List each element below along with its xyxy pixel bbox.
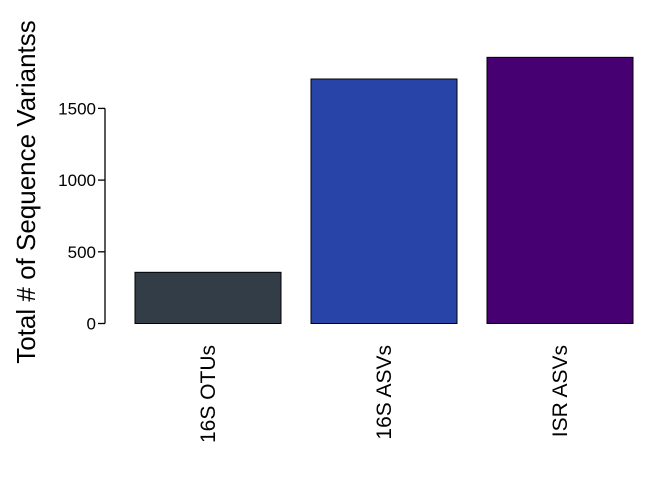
bar-isr-asvs [486, 56, 634, 324]
y-tick-label: 1500 [58, 99, 96, 118]
category-label: 16S ASVs [373, 345, 396, 440]
y-tick-label: 1000 [58, 171, 96, 190]
category-label: ISR ASVs [549, 345, 572, 437]
y-tick-label: 500 [68, 243, 96, 262]
bar-16s-asvs [310, 78, 458, 324]
bar-16s-otus [134, 271, 282, 325]
category-label: 16S OTUs [197, 345, 220, 443]
bars [134, 56, 634, 325]
y-tick-label: 0 [87, 315, 96, 334]
category-labels: 16S OTUs 16S ASVs ISR ASVs [197, 345, 572, 443]
y-axis-title: Total # of Sequence Variantss [11, 20, 41, 364]
y-axis: 0 500 1000 1500 [58, 99, 106, 334]
